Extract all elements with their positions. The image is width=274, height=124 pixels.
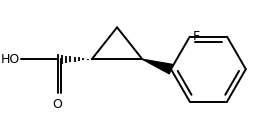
Polygon shape xyxy=(142,59,173,74)
Text: O: O xyxy=(53,98,62,111)
Text: F: F xyxy=(193,30,200,43)
Text: HO: HO xyxy=(1,53,20,66)
